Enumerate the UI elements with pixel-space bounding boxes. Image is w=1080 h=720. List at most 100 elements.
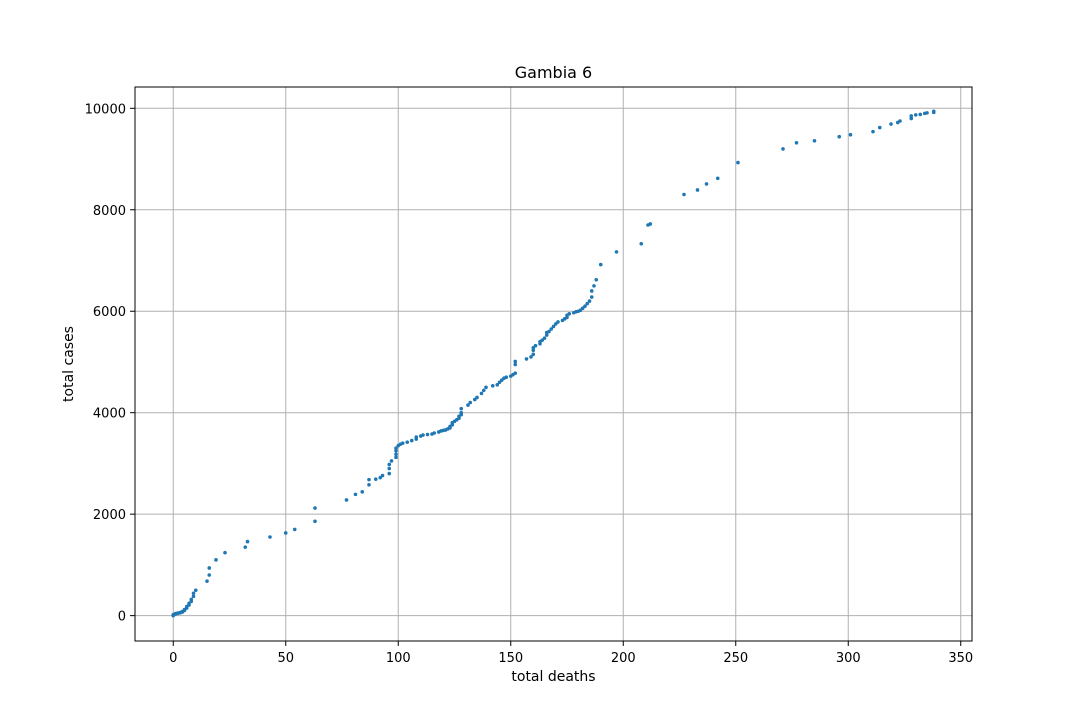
data-point [592, 284, 596, 288]
data-point [223, 550, 227, 555]
data-point [205, 579, 209, 583]
data-point [524, 357, 529, 361]
data-point [479, 391, 484, 396]
data-point [425, 432, 430, 437]
data-point [695, 188, 700, 192]
data-point [243, 545, 248, 549]
data-point [682, 192, 686, 197]
y-tick-label: 10000 [85, 102, 126, 117]
data-point [360, 490, 365, 494]
data-point [513, 362, 518, 367]
data-point [387, 462, 392, 467]
data-point [704, 182, 709, 186]
y-tick-label: 2000 [93, 508, 126, 523]
data-point [551, 324, 556, 329]
data-point [387, 466, 392, 471]
y-tick-label: 6000 [93, 305, 126, 320]
data-point [380, 473, 385, 478]
data-point [898, 119, 902, 123]
data-point [614, 250, 619, 254]
data-point [715, 176, 720, 181]
data-point [484, 385, 488, 390]
data-point [400, 441, 405, 445]
data-point [292, 527, 297, 532]
data-point [421, 433, 425, 437]
data-point [877, 125, 882, 130]
data-point [468, 400, 473, 405]
data-point [848, 132, 853, 137]
y-tick-label: 8000 [93, 204, 126, 219]
data-point [353, 492, 358, 497]
data-point [414, 435, 419, 439]
data-point [389, 459, 394, 463]
data-point [837, 134, 842, 139]
data-point [394, 446, 398, 451]
data-point [344, 498, 349, 502]
data-point [549, 327, 554, 331]
data-point [459, 406, 464, 411]
data-point [889, 122, 893, 126]
x-tick-label: 300 [836, 651, 861, 666]
data-point [736, 160, 740, 165]
data-point [409, 438, 414, 443]
x-tick-label: 250 [723, 651, 748, 666]
data-point [475, 395, 479, 400]
data-point [909, 116, 914, 121]
x-tick-label: 0 [169, 651, 177, 666]
data-point [367, 482, 371, 487]
y-axis-title: total cases [61, 326, 77, 402]
data-point [283, 531, 288, 535]
data-point [313, 519, 317, 524]
data-point [648, 222, 653, 226]
data-point [191, 591, 196, 596]
data-point [587, 299, 592, 303]
data-point [585, 301, 590, 306]
data-point [367, 477, 371, 482]
data-point [913, 113, 918, 117]
y-axis-ticks: 0 2000 4000 6000 8000 10000 [85, 102, 135, 625]
chart-title: Gambia 6 [515, 63, 592, 82]
data-point [589, 289, 594, 293]
data-point [529, 355, 533, 359]
data-point [268, 535, 272, 539]
data-point [432, 431, 437, 435]
x-tick-label: 100 [386, 651, 411, 666]
data-point [191, 594, 196, 599]
data-point [594, 277, 599, 282]
data-point [542, 336, 547, 340]
data-point [189, 597, 194, 602]
data-point [794, 141, 799, 145]
data-point [490, 384, 495, 388]
data-point [466, 403, 470, 407]
data-point [931, 109, 936, 114]
x-tick-label: 50 [277, 651, 294, 666]
data-point [313, 506, 317, 510]
data-point [925, 111, 929, 115]
y-tick-label: 0 [118, 610, 126, 625]
data-point [871, 129, 875, 134]
data-point [513, 359, 518, 364]
data-point [513, 371, 518, 375]
data-point [245, 539, 250, 544]
y-tick-label: 4000 [93, 407, 126, 422]
data-point [531, 352, 536, 357]
data-point [495, 383, 500, 387]
data-point [547, 329, 551, 334]
data-point [193, 588, 198, 593]
data-point [639, 241, 644, 246]
data-point [583, 304, 587, 308]
x-axis-title: total deaths [511, 669, 595, 685]
data-point [394, 455, 398, 460]
data-point [373, 477, 378, 481]
plot-frame [134, 86, 973, 642]
data-point [207, 566, 212, 570]
data-point [481, 388, 486, 393]
data-point [207, 573, 212, 577]
data-point [589, 295, 594, 299]
data-point [556, 320, 560, 324]
data-point [918, 112, 923, 117]
data-point [504, 375, 509, 379]
data-point [533, 343, 538, 348]
data-point [394, 448, 398, 453]
